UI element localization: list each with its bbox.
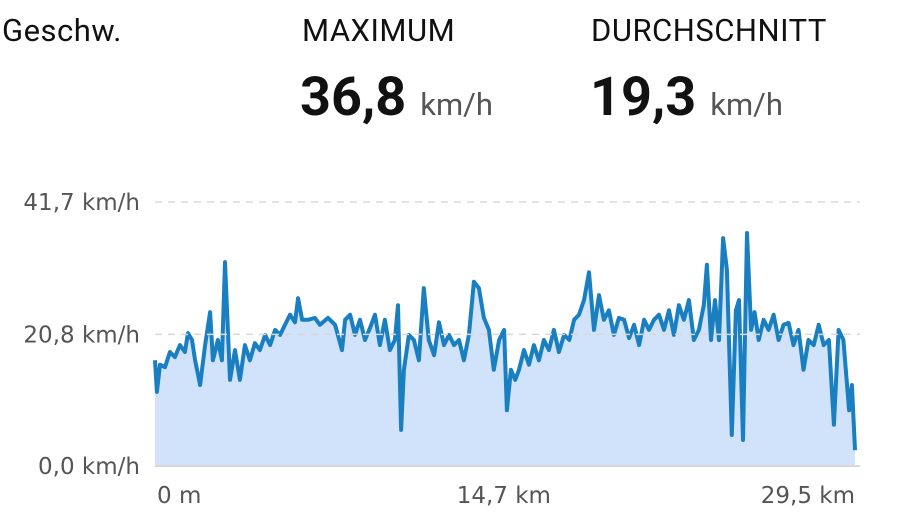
stat-label: DURCHSCHNITT [591, 12, 827, 49]
y-tick-label: 20,8 km/h [23, 322, 140, 348]
stat-value: 36,8 [300, 66, 407, 129]
metric-title: Geschw. [2, 12, 122, 49]
y-tick-label: 0,0 km/h [38, 454, 140, 480]
stat-unit: km/h [710, 86, 783, 123]
x-tick-label: 14,7 km [457, 483, 551, 509]
stat-unit: km/h [420, 86, 493, 123]
stat-value: 19,3 [590, 66, 697, 129]
area [155, 233, 855, 466]
line [153, 231, 857, 451]
x-tick-label: 0 m [157, 483, 201, 509]
stat-label: MAXIMUM [302, 12, 456, 49]
stat-value-row: 36,8 km/h [300, 66, 493, 129]
y-tick-label: 41,7 km/h [23, 190, 140, 216]
x-tick-label: 29,5 km [761, 483, 855, 509]
stat-value-row: 19,3 km/h [590, 66, 783, 129]
